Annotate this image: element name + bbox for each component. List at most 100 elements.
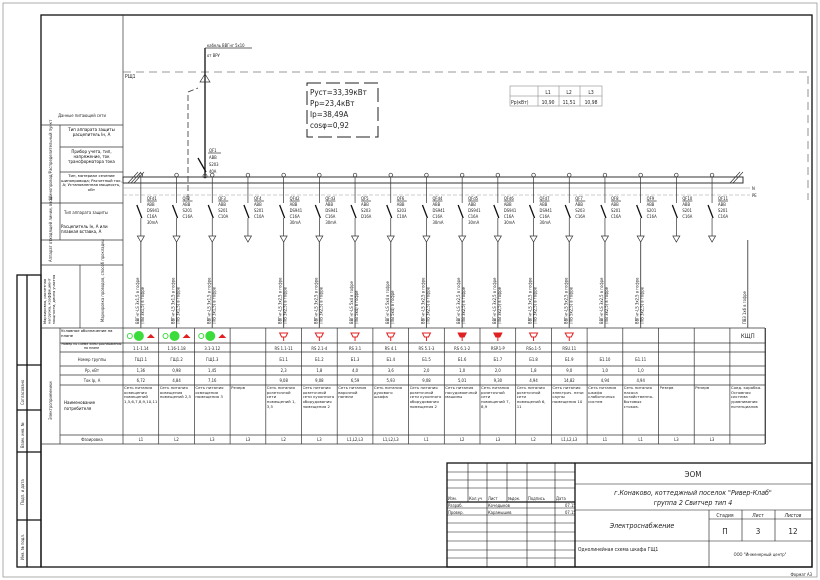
breaker-spec: 30mA — [468, 220, 479, 225]
consumer-name: Сеть питания шкафа слаботочных систем — [588, 386, 617, 405]
breaker-spec: S201 — [254, 208, 264, 213]
tb-header-date: Дата — [556, 496, 566, 501]
breaker-spec: C16A — [611, 214, 621, 219]
row-labels: Данные питающей сети Тип аппарата защиты… — [41, 15, 124, 444]
breaker-spec: ABB — [504, 202, 512, 207]
breaker-spec: ABB — [718, 202, 726, 207]
cable-end-icon — [199, 73, 211, 83]
summary-installed-power: Руст=33,39кВт — [310, 88, 367, 97]
phase-value: L3 — [496, 437, 501, 442]
current-value: 5,93 — [387, 378, 396, 383]
label-busbar-group: Шинопровод/Распределительный пункт — [48, 119, 53, 200]
consumer-name: Сеть питания освещения помещений 2,5 — [159, 386, 192, 400]
cable-marking: ВВГнг-LS 3х2,5 в гофре — [420, 277, 425, 324]
cable-marking: ВВГнг-LS 3х2,5 в гофре — [456, 277, 461, 324]
phase-value: L3 — [246, 437, 251, 442]
label-busbar: Тип, материал сечение шинопровода; Расче… — [61, 174, 122, 192]
bus-tap-icon — [388, 172, 393, 178]
current-value: 5,01 — [458, 378, 467, 383]
breaker-spec: QFd4 — [432, 196, 443, 201]
power-value: 2,0 — [495, 368, 502, 373]
breaker-spec: ABB — [325, 202, 333, 207]
cable-end-icon — [636, 235, 645, 243]
breaker-icon — [171, 204, 179, 219]
cable-end-icon — [493, 235, 502, 243]
tb-checker-date: 07.15 — [565, 510, 576, 515]
cable-end-icon — [707, 235, 717, 243]
current-value: 9,08 — [422, 378, 431, 383]
breaker-icon — [421, 204, 429, 219]
group-number: Б1.5 — [422, 357, 431, 362]
breaker-spec: DS941 — [325, 208, 338, 213]
tb-code: ЭОМ — [685, 470, 702, 479]
power-value: 2,0 — [423, 368, 430, 373]
power-value: 9,0 — [566, 368, 573, 373]
breaker-spec: C16A — [504, 214, 514, 219]
group-number: Б1.3 — [351, 357, 360, 362]
stamp-agreed: Согласовано — [20, 379, 25, 405]
breaker-spec: 30mA — [540, 220, 551, 225]
breaker-spec: QF4 — [254, 196, 262, 201]
consumer-name: Сеть питания насоса хозяйственно-бытовых… — [623, 386, 654, 409]
breaker-icon — [457, 204, 464, 219]
tb-checker-role: Провер. — [448, 510, 464, 515]
power-value: 0,98 — [172, 368, 181, 373]
tb-sheets-label: Листов — [784, 513, 802, 519]
breaker-icon — [350, 204, 357, 219]
main-breaker-id: QF1 — [209, 148, 217, 153]
cable-marking: ВВГнг-LS 3х2,5 в гофре — [528, 277, 533, 324]
breaker-spec: ABB — [682, 202, 690, 207]
power-value: 1,8 — [316, 368, 323, 373]
label-protection-type: Тип аппарата защиты расцепитель Iн, А — [68, 127, 115, 137]
plan-number: RSo.1-5 — [526, 346, 541, 351]
label-power: Рр, кВт — [85, 368, 100, 373]
tb-header-doc: №док. — [508, 496, 520, 501]
current-value: 4,94 — [601, 378, 610, 383]
breaker-icon — [707, 204, 714, 219]
main-breaker-model: S203 — [209, 162, 219, 167]
cable-marking: ВВГнг-LS 3х1,5 в гофре — [206, 277, 211, 324]
group-number: ГЩ1.3 — [206, 357, 219, 362]
consumer-name: Сеть питания посудомоечной машины — [445, 386, 478, 400]
breaker-spec: ABB — [290, 202, 298, 207]
breaker-spec: 30mA — [290, 220, 301, 225]
socket-icon — [385, 332, 396, 341]
breaker-spec: ABB — [361, 202, 369, 207]
current-value: 14,82 — [564, 378, 575, 383]
breaker-spec: QF2 — [183, 196, 191, 201]
breaker-spec: ABB — [254, 202, 262, 207]
cable-marking: (ПВ 3х2,5) в гофре — [640, 286, 645, 324]
phase-value: L2 — [174, 437, 179, 442]
cable-marking: ВВГнг-LS 5х4 в гофре — [349, 281, 354, 324]
bus-tap-icon — [709, 172, 715, 178]
group-number: Б1.7 — [494, 357, 503, 362]
consumer-name: Сеть питания электрич. печи сауны помеще… — [552, 386, 584, 405]
plan-number: RS 4.1 — [385, 346, 398, 351]
cable-end-icon — [386, 235, 395, 243]
breaker-spec: QFd1 — [147, 196, 158, 201]
tb-developer-role: Разраб. — [448, 503, 463, 508]
bus-tap-icon — [210, 172, 215, 178]
socket-icon — [350, 332, 360, 341]
lamp-icon — [162, 333, 169, 339]
breaker-spec: ABB — [647, 202, 655, 207]
power-value: 1,36 — [137, 368, 146, 373]
label-release: Расцепитель Iн, А или плавкая вставка, А — [61, 224, 108, 234]
stamp-replace-inv: Взам. инв. № — [20, 422, 25, 448]
current-value: 6,59 — [351, 378, 360, 383]
breaker-spec: DS941 — [147, 208, 160, 213]
plan-number: 1.1-1.14 — [133, 346, 149, 351]
main-breaker-brand: ABB — [209, 155, 217, 160]
incoming-from: от ВРУ — [207, 53, 221, 58]
plan-number: RS 1.1-11 — [274, 346, 293, 351]
phase-value: L2 — [281, 437, 286, 442]
breaker-icon — [279, 204, 286, 219]
group-number: Б1.9 — [565, 357, 574, 362]
tb-header-change: Изм. — [448, 496, 457, 501]
socket-icon — [278, 332, 289, 341]
cable-marking: (ПВ 3х2,5) в гофре — [461, 286, 466, 324]
